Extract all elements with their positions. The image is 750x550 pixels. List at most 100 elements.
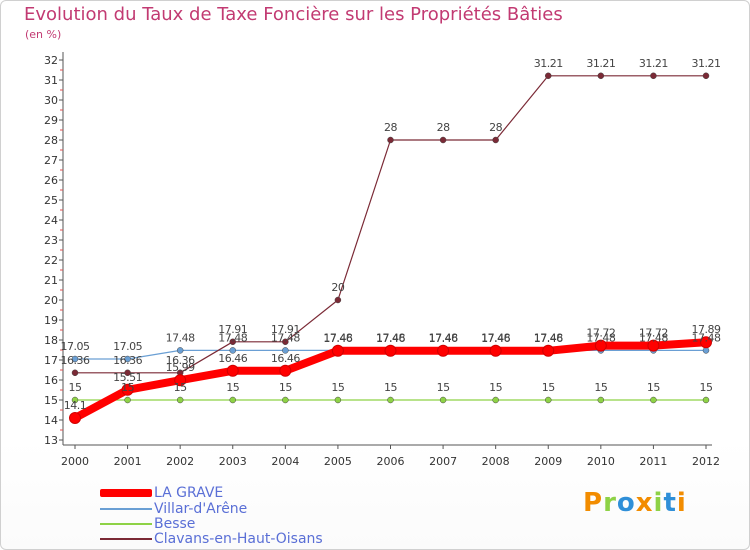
data-label-3: 28	[437, 121, 450, 134]
data-label-0: 16.46	[271, 352, 300, 365]
series-point-2	[334, 396, 342, 404]
series-point-0	[279, 364, 292, 377]
series-point-2	[650, 396, 657, 404]
data-label-1: 17.48	[323, 331, 352, 344]
data-label-1: 17.48	[271, 331, 300, 344]
logo-letter: i	[653, 488, 664, 518]
data-label-2: 15	[121, 381, 134, 394]
y-tick-label: 17	[44, 354, 58, 367]
data-label-0: 15.51	[113, 371, 142, 384]
series-point-0	[542, 344, 555, 357]
y-tick-label: 19	[44, 314, 58, 327]
series-point-3	[282, 338, 289, 346]
data-label-0: 17.72	[586, 327, 615, 340]
y-tick-label: 27	[44, 154, 58, 167]
data-label-3: 31.21	[586, 57, 615, 70]
data-label-2: 15	[384, 381, 397, 394]
x-tick-label: 2008	[482, 455, 510, 468]
y-tick-label: 31	[44, 74, 58, 87]
series-point-0	[121, 383, 134, 396]
legend-item-clavans: Clavans-en-Haut-Oisans	[100, 531, 323, 547]
x-tick-label: 2005	[324, 455, 352, 468]
series-point-0	[69, 412, 81, 424]
logo-letter: t	[663, 488, 677, 518]
x-tick-label: 2011	[639, 455, 667, 468]
y-tick-label: 21	[44, 274, 58, 287]
series-point-2	[71, 396, 79, 404]
data-label-3: 31.21	[534, 57, 563, 70]
data-label-0: 17.89	[692, 323, 721, 336]
data-label-0: 14.1	[64, 399, 87, 412]
logo-letter: i	[676, 488, 687, 518]
series-point-3	[702, 72, 710, 80]
data-label-3: 17.91	[218, 323, 247, 336]
x-tick-label: 2004	[271, 455, 299, 468]
data-label-2: 15	[279, 381, 292, 394]
y-tick-label: 28	[44, 134, 58, 147]
series-point-1	[124, 355, 131, 363]
y-tick-label: 25	[44, 194, 58, 207]
series-point-3	[650, 72, 657, 80]
legend-item-besse: Besse	[100, 516, 195, 532]
series-point-1	[71, 355, 79, 363]
data-label-3: 16.36	[61, 354, 90, 367]
series-point-2	[702, 396, 710, 404]
legend-label-villar-darene: Villar-d'Arêne	[154, 501, 248, 517]
x-tick-label: 2007	[429, 455, 457, 468]
x-tick-label: 2001	[114, 455, 142, 468]
series-point-3	[334, 296, 342, 304]
y-tick-label: 13	[44, 434, 58, 447]
legend-label-la-grave: LA GRAVE	[154, 485, 224, 501]
data-label-2: 15	[542, 381, 555, 394]
legend-item-villar-darene: Villar-d'Arêne	[100, 501, 247, 517]
data-label-3: 20	[331, 281, 344, 294]
data-label-1: 17.05	[113, 340, 142, 353]
proxiti-logo: Proxiti	[583, 488, 687, 518]
data-label-1: 17.48	[166, 331, 195, 344]
series-point-2	[439, 396, 447, 404]
x-tick-label: 2012	[692, 455, 720, 468]
series-point-3	[387, 136, 394, 144]
y-tick-label: 24	[44, 214, 58, 227]
series-point-1	[229, 347, 236, 354]
series-point-0	[174, 374, 187, 387]
series-point-0	[700, 336, 712, 349]
data-label-2: 15	[69, 381, 82, 394]
data-label-0: 17.72	[639, 327, 668, 340]
data-label-0: 17.46	[481, 332, 510, 345]
series-point-2	[282, 396, 289, 404]
y-tick-label: 30	[44, 94, 58, 107]
x-tick-label: 2000	[61, 455, 89, 468]
series-point-1	[176, 347, 184, 354]
data-label-1: 17.48	[218, 331, 247, 344]
data-label-1: 17.48	[534, 331, 563, 344]
data-label-2: 15	[594, 381, 607, 394]
legend-swatch-besse	[100, 523, 152, 525]
logo-letter: o	[616, 488, 636, 518]
y-tick-label: 15	[44, 394, 58, 407]
legend-label-besse: Besse	[154, 516, 196, 532]
series-point-3	[492, 136, 499, 144]
data-label-3: 28	[489, 121, 502, 134]
data-label-1: 17.48	[692, 331, 721, 344]
data-label-2: 15	[331, 381, 344, 394]
x-tick-label: 2006	[377, 455, 405, 468]
legend-swatch-clavans	[100, 538, 152, 540]
data-label-1: 17.48	[429, 331, 458, 344]
data-label-1: 17.48	[586, 331, 615, 344]
data-label-2: 15	[174, 381, 187, 394]
legend-item-la-grave: LA GRAVE	[100, 485, 223, 501]
logo-letter: x	[635, 488, 654, 518]
data-label-3: 16.36	[113, 354, 142, 367]
y-tick-label: 18	[44, 334, 58, 347]
data-label-0: 17.46	[376, 332, 405, 345]
y-tick-label: 26	[44, 174, 58, 187]
data-label-3: 31.21	[639, 57, 668, 70]
x-tick-label: 2010	[587, 455, 615, 468]
data-label-0: 16.46	[218, 352, 247, 365]
data-label-3: 16.36	[166, 354, 195, 367]
data-label-0: 17.46	[534, 332, 563, 345]
x-tick-label: 2002	[166, 455, 194, 468]
y-tick-label: 32	[44, 54, 58, 67]
data-label-1: 17.48	[376, 331, 405, 344]
